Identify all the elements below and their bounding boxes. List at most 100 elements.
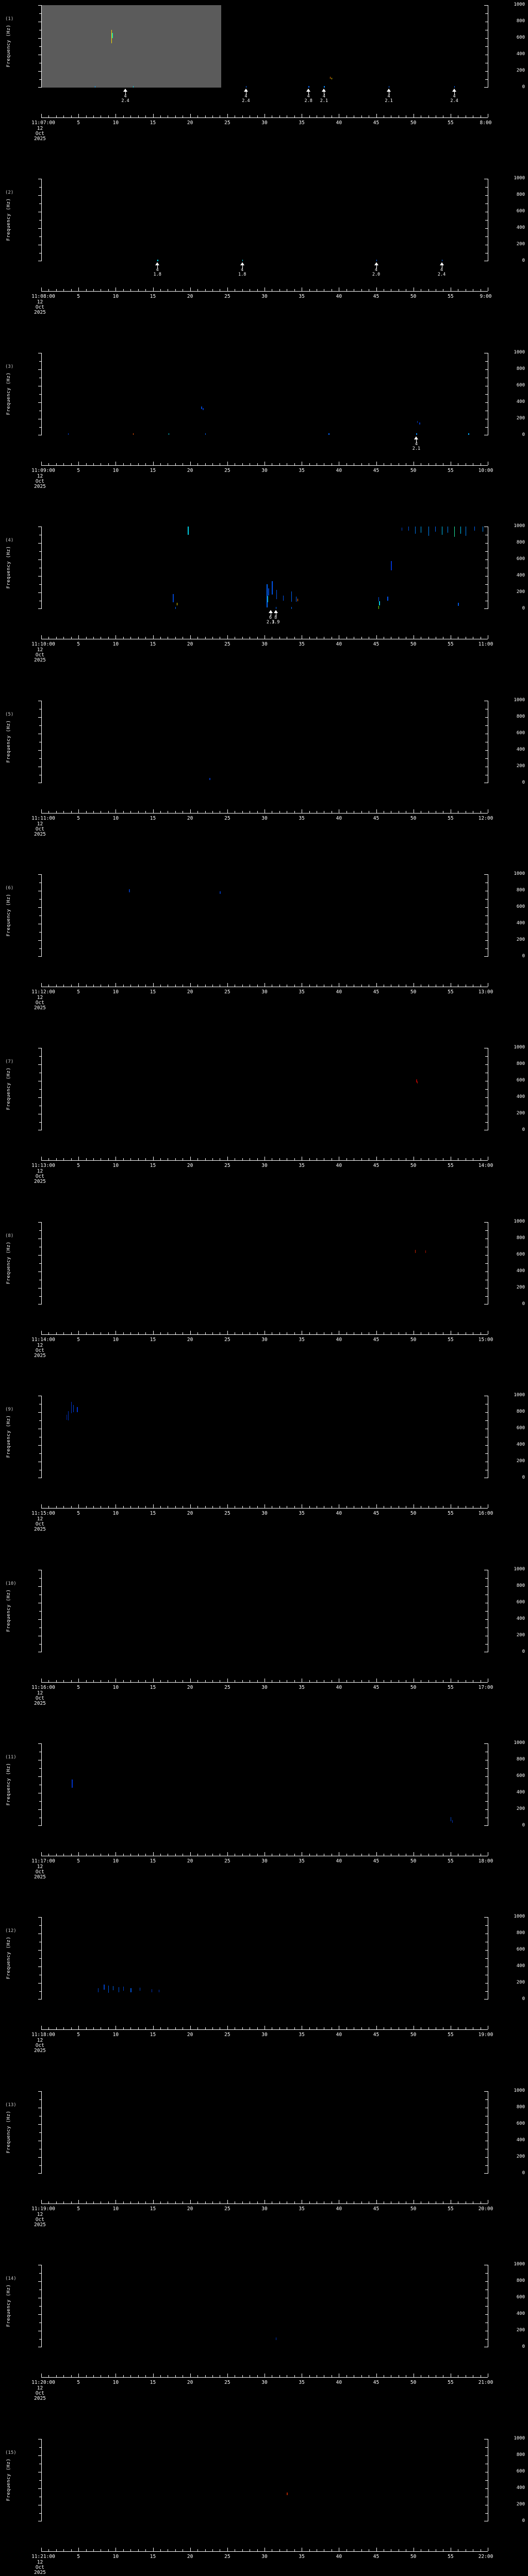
y-axis-tick-label: 600: [516, 904, 525, 909]
plot-area[interactable]: [41, 1222, 488, 1304]
plot-area[interactable]: [41, 1917, 488, 2000]
x-axis-minor-tick: [346, 2549, 347, 2551]
x-axis-minor-tick: [205, 289, 206, 292]
x-axis-minor-tick: [175, 2027, 176, 2030]
x-axis-minor-tick: [56, 985, 57, 987]
right-axis-tick: [485, 236, 488, 238]
x-axis-minor-tick: [197, 637, 199, 639]
x-axis-tick-label: 40: [336, 2206, 342, 2212]
x-axis-minor-tick: [86, 289, 87, 292]
plot-area[interactable]: [41, 1396, 488, 1479]
x-axis-major-tick: [376, 2026, 377, 2030]
x-axis-tick-label: 30: [261, 1336, 268, 1343]
panel-number: (6): [5, 886, 14, 891]
pick-stem: [242, 265, 243, 269]
plot-area[interactable]: [41, 2091, 488, 2174]
y-axis-tick-label: 200: [516, 68, 525, 73]
x-axis-end-cap: [41, 1157, 42, 1161]
right-axis-tick: [485, 402, 488, 403]
x-axis-minor-tick: [63, 1680, 64, 1682]
x-axis-tick-label: 55: [448, 2380, 454, 2386]
x-axis-minor-tick: [205, 2549, 206, 2551]
plot-area[interactable]: [41, 5, 488, 88]
x-axis-major-tick: [190, 1504, 191, 1509]
x-axis-minor-tick: [205, 115, 206, 117]
y-axis-minor-tick: [39, 1958, 42, 1959]
x-axis-tick-label: 35: [299, 467, 305, 473]
x-axis-minor-tick: [212, 1158, 213, 1161]
y-axis-tick-label: 1000: [514, 1740, 525, 1745]
spectral-pixel: [268, 588, 269, 596]
x-axis-tick-label: 10: [112, 641, 119, 648]
x-axis-major-tick: [190, 809, 191, 813]
x-axis-tick-label: 20: [187, 2206, 193, 2212]
y-axis-minor-tick: [39, 584, 42, 585]
x-axis-tick-label: 25: [224, 1163, 230, 1169]
x-axis-tick-label: 20: [187, 1163, 193, 1169]
x-axis-line: [41, 2551, 488, 2552]
y-axis-tick: [38, 5, 42, 6]
x-axis-minor-tick: [56, 637, 57, 639]
plot-area[interactable]: [41, 2265, 488, 2348]
y-axis-minor-tick: [39, 220, 42, 221]
y-axis-tick: [38, 2455, 42, 2456]
x-axis-tick-label: 45: [373, 120, 380, 126]
y-axis-tick-label: 800: [516, 888, 525, 893]
plot-area[interactable]: [41, 700, 488, 783]
x-axis-major-tick: [376, 1678, 377, 1682]
plot-area[interactable]: [41, 352, 488, 435]
y-axis-minor-tick: [39, 1263, 42, 1264]
x-axis-major-tick: [376, 1157, 377, 1161]
x-axis-minor-tick: [309, 289, 310, 292]
pick-label-count: 4: [387, 94, 390, 99]
x-axis-minor-tick: [123, 115, 124, 117]
x-axis-major-tick: [190, 1157, 191, 1161]
x-axis-tick-label: 25: [224, 2032, 230, 2038]
x-axis-line: [41, 812, 488, 814]
right-axis-tick: [485, 1263, 488, 1264]
x-axis-minor-tick: [346, 810, 347, 813]
x-axis-minor-tick: [346, 637, 347, 639]
x-axis-minor-tick: [48, 463, 50, 465]
plot-area[interactable]: [41, 1569, 488, 1652]
pick-triangle-icon: [387, 89, 391, 92]
y-axis-tick: [38, 2091, 42, 2092]
plot-area[interactable]: [41, 874, 488, 957]
x-axis-minor-tick: [257, 289, 258, 292]
x-axis-end-cap: [41, 2374, 42, 2378]
plot-area[interactable]: [41, 1048, 488, 1131]
x-axis-major-tick: [227, 114, 228, 117]
x-axis-minor-tick: [257, 2549, 258, 2551]
panel-date-line: Oct: [35, 1174, 45, 1180]
x-axis-minor-tick: [361, 2549, 362, 2551]
panel-date-line: Oct: [35, 131, 45, 137]
x-axis-minor-tick: [428, 115, 429, 117]
plot-area[interactable]: [41, 179, 488, 262]
right-axis-cap: [484, 1222, 488, 1223]
x-axis-major-tick: [376, 2199, 377, 2204]
x-axis-major-tick: [78, 1852, 79, 1856]
y-axis-tick: [38, 2124, 42, 2125]
x-axis-tick-label: 10: [112, 1163, 119, 1169]
y-axis-tick-label: 1000: [514, 1218, 525, 1224]
panel-end-time-label: 18:00: [478, 1858, 493, 1864]
x-axis-tick-label: 25: [224, 989, 230, 995]
y-axis-minor-tick: [39, 2513, 42, 2514]
plot-area[interactable]: [41, 527, 488, 609]
y-axis-title: Frequency (Hz): [6, 1936, 11, 1979]
y-axis-tick-label: 1000: [514, 1566, 525, 1572]
right-axis-cap: [484, 874, 488, 875]
right-axis-tick: [485, 1768, 488, 1769]
y-axis-tick-label: 600: [516, 730, 525, 736]
plot-area[interactable]: [41, 1743, 488, 1826]
y-axis-tick: [38, 2157, 42, 2158]
spectral-pixel: [291, 607, 292, 609]
x-axis-tick-label: 45: [373, 641, 380, 648]
x-axis-minor-tick: [160, 115, 161, 117]
plot-area[interactable]: [41, 2438, 488, 2521]
pick-label-magnitude: 2.4: [121, 98, 129, 104]
x-axis-minor-tick: [428, 1680, 429, 1682]
panel-end-time-label: 19:00: [478, 2032, 493, 2038]
x-axis-tick-label: 50: [410, 815, 417, 821]
x-axis-major-tick: [153, 2026, 154, 2030]
